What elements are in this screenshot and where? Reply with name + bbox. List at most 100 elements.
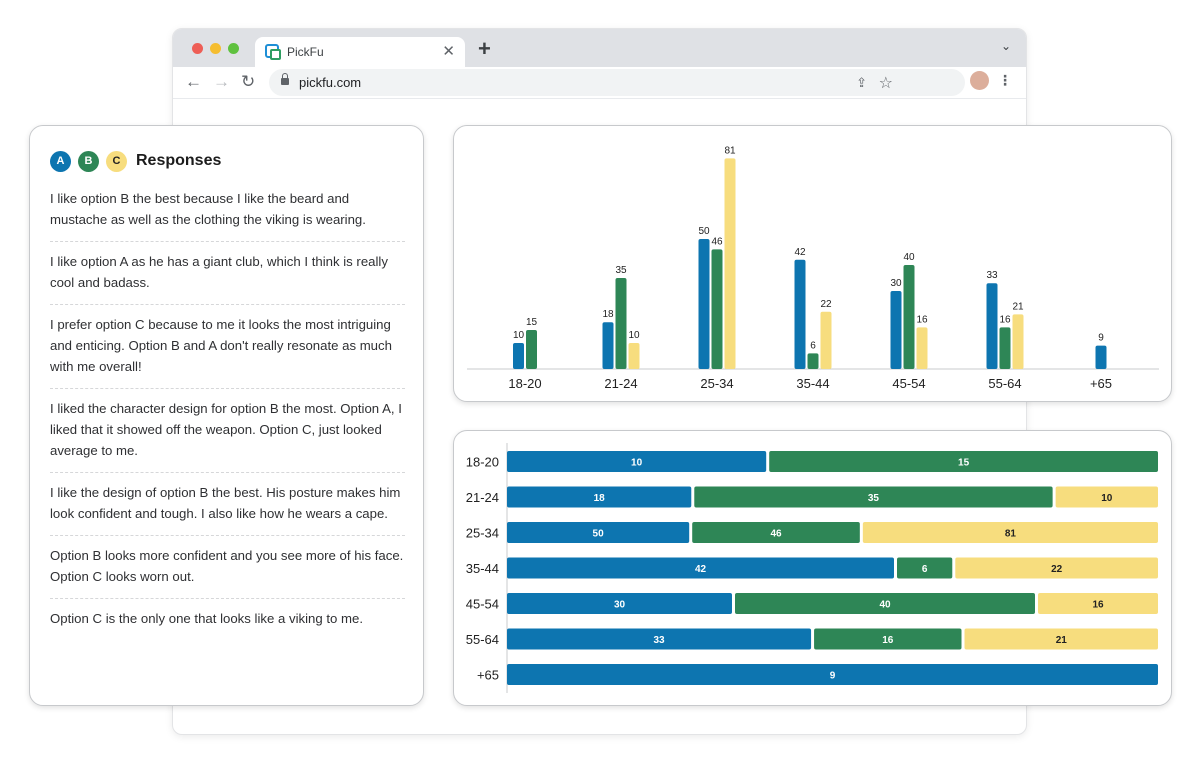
stacked-segment-option-a [507, 593, 732, 614]
bar-option-b [615, 278, 627, 369]
browser-menu-icon[interactable]: ⋮ [998, 72, 1012, 88]
x-tick-label: 18-20 [508, 376, 541, 391]
bar-option-a [986, 283, 998, 369]
y-tick-label: 45-54 [466, 597, 499, 612]
y-tick-label: 25-34 [466, 526, 499, 541]
segment-value-label: 10 [1101, 493, 1113, 504]
bar-value-label: 6 [810, 340, 816, 351]
bar-value-label: 16 [999, 314, 1011, 325]
bookmark-star-icon[interactable]: ☆ [878, 75, 893, 92]
bar-option-c [628, 343, 640, 369]
y-tick-label: 18-20 [466, 455, 499, 470]
segment-value-label: 16 [1092, 600, 1104, 611]
stacked-segment-option-a [507, 557, 894, 579]
share-icon[interactable]: ⇪ [856, 75, 867, 90]
responses-list: I like option B the best because I like … [50, 188, 405, 649]
responses-card: A B C Responses I like option B the best… [29, 125, 424, 706]
stacked-segment-option-a [507, 628, 812, 650]
segment-value-label: 35 [868, 493, 880, 504]
stacked-segment-option-b [694, 486, 1053, 508]
lock-icon[interactable] [281, 73, 289, 85]
tab-pickfu[interactable]: PickFu ✕ [255, 37, 465, 67]
y-tick-label: 55-64 [466, 632, 499, 647]
y-tick-label: 35-44 [466, 561, 499, 576]
stacked-segment-option-b [897, 557, 953, 579]
x-tick-label: +65 [1090, 376, 1112, 391]
stacked-segment-option-c [862, 522, 1158, 543]
x-tick-label: 55-64 [988, 376, 1021, 391]
maximize-window-button[interactable] [228, 43, 239, 54]
segment-value-label: 15 [958, 458, 970, 469]
bar-option-b [903, 265, 915, 369]
stacked-bar-chart-card: 18-20 10 15 21-24 18 35 10 25-34 50 46 81 35-44 42 6 2… [453, 430, 1172, 706]
response-item: Option B looks more confident and you se… [50, 545, 405, 599]
tab-close-icon[interactable]: ✕ [442, 43, 455, 60]
segment-value-label: 16 [882, 635, 894, 646]
grouped-bar-chart-card: 18-20 10 15 21-24 18 35 10 25-34 50 46 81 35-44 42 6 2… [453, 125, 1172, 402]
y-tick-label: +65 [477, 668, 499, 683]
new-tab-button[interactable]: + [478, 36, 491, 61]
bar-value-label: 46 [711, 236, 723, 247]
bar-value-label: 22 [820, 299, 832, 310]
bar-option-a [698, 239, 710, 369]
bar-option-b [807, 353, 819, 369]
profile-avatar[interactable] [970, 71, 989, 90]
browser-toolbar: ← → ↻ pickfu.com ⇪ ☆ ⋮ [173, 67, 1026, 99]
response-item: I liked the character design for option … [50, 398, 405, 473]
bar-option-a [602, 322, 614, 369]
stacked-segment-option-b [769, 451, 1158, 472]
stacked-segment-option-a [507, 486, 692, 508]
tab-strip: PickFu ✕ + ⌄ [173, 29, 1026, 67]
grouped-bar-chart: 18-20101521-2418351025-3450468135-444262… [467, 145, 1159, 391]
segment-value-label: 30 [614, 600, 626, 611]
bar-option-a [1095, 345, 1107, 369]
bar-option-b [999, 327, 1011, 369]
segment-value-label: 6 [922, 564, 928, 575]
stacked-segment-option-b [814, 628, 962, 650]
stacked-segment-option-a [507, 522, 690, 543]
segment-value-label: 18 [594, 493, 606, 504]
bar-value-label: 81 [724, 145, 736, 156]
stacked-segment-option-c [955, 557, 1158, 579]
segment-value-label: 50 [593, 529, 605, 540]
minimize-window-button[interactable] [210, 43, 221, 54]
address-bar[interactable]: pickfu.com ⇪ ☆ [269, 69, 965, 96]
close-window-button[interactable] [192, 43, 203, 54]
reload-button[interactable]: ↻ [241, 72, 256, 91]
option-a-badge: A [50, 150, 71, 172]
bar-option-c [724, 158, 736, 369]
bar-option-b [711, 249, 723, 369]
segment-value-label: 9 [830, 671, 836, 682]
bar-value-label: 10 [513, 330, 525, 341]
responses-title: Responses [136, 152, 222, 169]
x-tick-label: 21-24 [604, 376, 637, 391]
back-button[interactable]: ← [185, 72, 202, 91]
segment-value-label: 22 [1051, 564, 1063, 575]
stacked-segment-option-c [1038, 593, 1158, 614]
bar-value-label: 30 [890, 278, 902, 289]
bar-value-label: 40 [903, 252, 915, 263]
bar-option-c [820, 311, 832, 369]
url-text[interactable]: pickfu.com [299, 75, 362, 90]
tab-title: PickFu [287, 45, 324, 59]
stacked-segment-option-b [692, 522, 860, 543]
tab-search-icon[interactable]: ⌄ [1000, 39, 1011, 53]
bar-value-label: 33 [986, 270, 998, 281]
segment-value-label: 40 [879, 600, 891, 611]
forward-button[interactable]: → [213, 72, 230, 91]
bar-option-a [794, 259, 806, 369]
bar-value-label: 21 [1012, 301, 1024, 312]
segment-value-label: 46 [770, 529, 782, 540]
option-b-badge: B [78, 150, 99, 172]
bar-option-a [890, 291, 902, 369]
segment-value-label: 10 [631, 458, 643, 469]
y-tick-label: 21-24 [466, 490, 499, 505]
x-tick-label: 25-34 [700, 376, 733, 391]
stacked-segment-option-a [507, 451, 767, 472]
option-c-badge: C [106, 150, 127, 172]
x-tick-label: 45-54 [892, 376, 925, 391]
pickfu-favicon-icon [265, 44, 281, 60]
bar-value-label: 35 [615, 265, 627, 276]
segment-value-label: 42 [695, 564, 707, 575]
